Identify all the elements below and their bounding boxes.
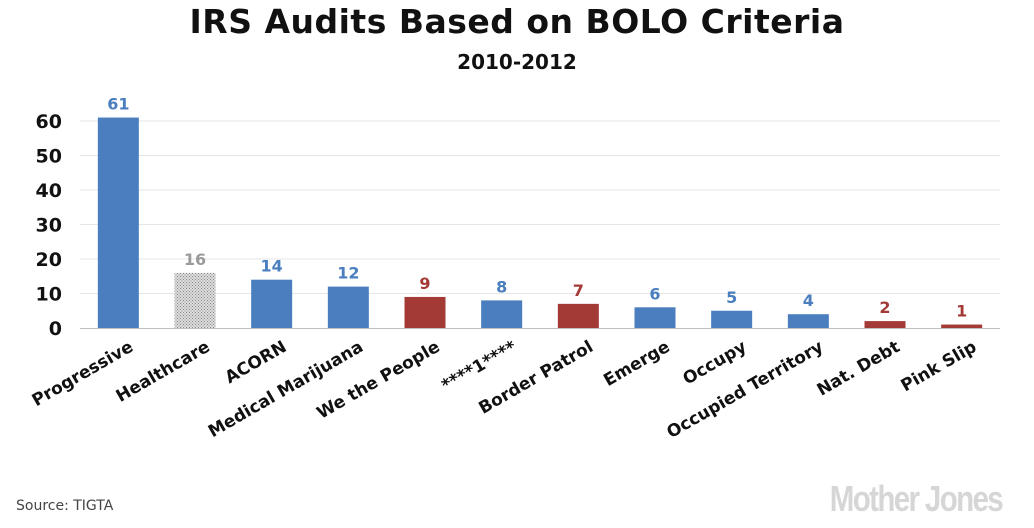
y-tick-label: 60 [36, 111, 62, 133]
bar-7 [634, 307, 676, 328]
y-tick-label: 10 [36, 284, 62, 306]
bar-5 [481, 300, 523, 328]
y-tick-label: 50 [36, 146, 62, 168]
bar-0 [97, 117, 139, 328]
x-tick-label: Pink Slip [898, 337, 980, 396]
data-label-10: 2 [879, 298, 890, 317]
x-tick-label: Emerge [600, 337, 673, 391]
data-label-3: 12 [337, 264, 359, 283]
bar-2 [251, 279, 293, 328]
data-label-5: 8 [496, 277, 507, 296]
bar-9 [787, 314, 829, 328]
y-tick-label: 0 [49, 318, 62, 340]
y-axis-ticks: 0 10 20 30 40 50 60 [36, 111, 62, 340]
brand-logo: Mother Jones [829, 478, 1004, 519]
y-tick-label: 20 [36, 249, 62, 271]
bar-4 [404, 296, 446, 328]
bar-6 [557, 303, 599, 328]
bar-3 [327, 286, 369, 328]
bar-1 [174, 272, 216, 328]
data-label-2: 14 [261, 257, 283, 276]
y-tick-label: 40 [36, 180, 62, 202]
data-label-6: 7 [573, 281, 584, 300]
data-label-11: 1 [956, 302, 967, 321]
data-label-4: 9 [419, 274, 430, 293]
x-tick-label: Nat. Debt [814, 337, 904, 400]
source-note: Source: TIGTA [16, 498, 114, 514]
bars [97, 117, 983, 328]
bar-8 [711, 310, 753, 328]
y-tick-label: 30 [36, 215, 62, 237]
gridlines [80, 120, 1000, 294]
bar-11 [941, 324, 983, 328]
data-label-1: 16 [184, 250, 206, 269]
chart-subtitle: 2010-2012 [457, 50, 577, 74]
data-label-7: 6 [649, 284, 660, 303]
chart-title: IRS Audits Based on BOLO Criteria [189, 2, 845, 41]
bar-10 [864, 321, 906, 328]
data-label-9: 4 [803, 291, 814, 310]
data-labels: 61 16 14 12 9 8 7 6 5 4 2 1 [107, 95, 967, 321]
data-label-0: 61 [107, 95, 129, 114]
data-label-8: 5 [726, 288, 737, 307]
